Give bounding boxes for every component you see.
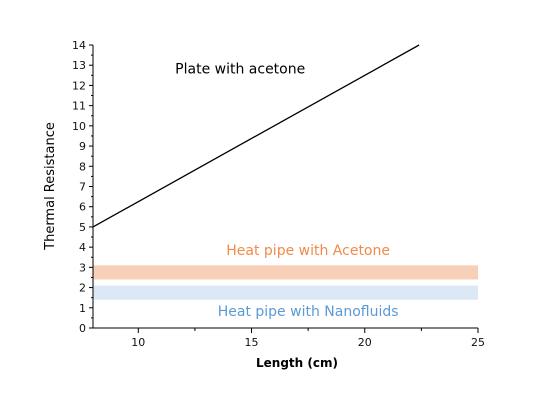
annotation-heat-pipe-acetone: Heat pipe with Acetone xyxy=(226,243,390,259)
y-tick-label: 9 xyxy=(79,140,86,153)
annotation-heat-pipe-nanofluids: Heat pipe with Nanofluids xyxy=(218,304,399,320)
x-tick-label: 20 xyxy=(358,336,372,349)
x-tick-label: 25 xyxy=(471,336,485,349)
y-tick-label: 0 xyxy=(79,322,86,335)
annotation-plate-acetone: Plate with acetone xyxy=(175,61,305,77)
y-tick-label: 14 xyxy=(72,39,86,52)
x-axis-title: Length (cm) xyxy=(256,356,338,370)
x-tick-label: 15 xyxy=(245,336,259,349)
y-axis-title: Thermal Resistance xyxy=(43,122,58,251)
y-tick-label: 12 xyxy=(72,79,86,92)
y-tick-label: 3 xyxy=(79,261,86,274)
bands-layer xyxy=(93,265,478,300)
y-tick-label: 5 xyxy=(79,221,86,234)
series-line-plate-acetone xyxy=(92,44,420,228)
y-tick-label: 8 xyxy=(79,160,86,173)
band-heat-pipe-nanofluids xyxy=(93,285,478,300)
band-heat-pipe-acetone xyxy=(93,265,478,280)
x-tick-label: 10 xyxy=(131,336,145,349)
y-tick-label: 1 xyxy=(79,302,86,315)
y-tick-label: 10 xyxy=(72,120,86,133)
y-tick-label: 11 xyxy=(72,100,86,113)
y-tick-label: 2 xyxy=(79,282,86,295)
y-tick-label: 4 xyxy=(79,241,86,254)
series-layer xyxy=(92,44,420,228)
y-tick-label: 13 xyxy=(72,59,86,72)
y-tick-label: 7 xyxy=(79,181,86,194)
y-tick-label: 6 xyxy=(79,201,86,214)
labels-layer: Plate with acetone Heat pipe with Acetone… xyxy=(175,61,398,320)
